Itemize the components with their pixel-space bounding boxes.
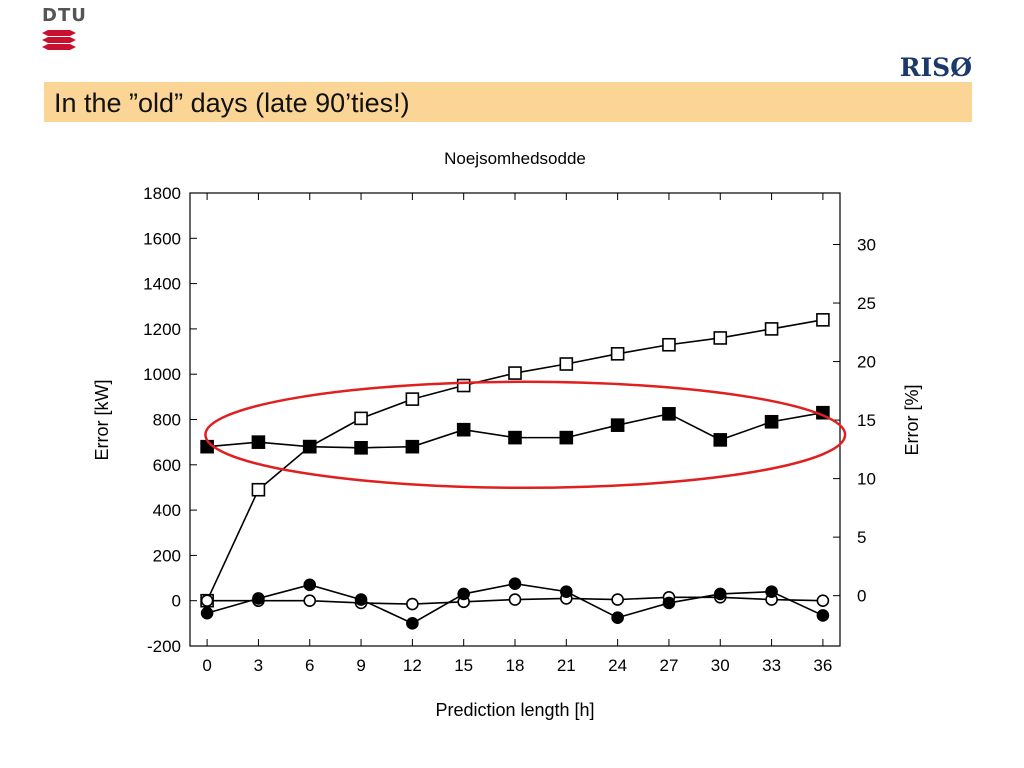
point-open-square <box>764 322 779 336</box>
dtu-waves-icon <box>42 30 76 50</box>
point-filled-circle <box>713 587 727 601</box>
dtu-logo-text: DTU <box>42 5 87 26</box>
point-filled-circle <box>303 578 317 592</box>
dtu-wave-1 <box>42 37 76 43</box>
point-filled-circle <box>200 606 214 620</box>
point-filled-square <box>610 418 625 432</box>
x-tick-label: 30 <box>711 656 730 675</box>
slide-title-bar: In the ”old” days (late 90’ties!) <box>44 82 972 122</box>
point-filled-square <box>559 430 574 445</box>
point-filled-circle <box>406 617 419 630</box>
y-right-tick-label: 15 <box>857 411 876 430</box>
x-tick-label: 27 <box>659 656 678 675</box>
point-filled-circle <box>252 592 265 605</box>
point-open-square <box>354 411 368 426</box>
y-left-tick-label: 1400 <box>143 275 181 294</box>
x-tick-label: 18 <box>506 656 525 675</box>
point-open-circle <box>508 593 522 606</box>
point-open-square <box>405 392 420 406</box>
point-open-square <box>251 482 266 497</box>
dtu-wave-0 <box>42 30 76 36</box>
x-tick-label: 24 <box>608 656 627 675</box>
y-axis-right-label: Error [%] <box>902 384 922 455</box>
y-left-tick-label: 1600 <box>143 229 181 248</box>
y-right-tick-label: 5 <box>857 528 866 547</box>
riso-logo: RISØ <box>899 53 972 82</box>
point-open-circle <box>611 593 624 606</box>
point-filled-circle <box>457 587 470 601</box>
y-left-tick-label: 800 <box>153 411 181 430</box>
point-open-circle <box>816 594 830 608</box>
y-left-tick-label: 200 <box>153 546 181 565</box>
point-filled-square <box>354 441 368 455</box>
y-left-tick-label: 400 <box>153 501 181 520</box>
y-left-tick-label: 1200 <box>143 320 181 339</box>
point-filled-circle <box>611 611 624 624</box>
y-left-tick-label: 1000 <box>143 365 181 384</box>
point-filled-square <box>251 435 266 449</box>
point-open-square <box>816 313 830 327</box>
point-filled-circle <box>508 577 522 591</box>
dtu-wave-2 <box>42 44 76 50</box>
x-tick-label: 9 <box>356 656 365 675</box>
slide-title: In the ”old” days (late 90’ties!) <box>54 88 410 118</box>
point-filled-square <box>456 422 471 437</box>
x-tick-label: 0 <box>202 656 211 675</box>
point-open-circle <box>200 594 214 608</box>
point-filled-square <box>200 439 214 454</box>
point-filled-circle <box>354 593 368 606</box>
point-open-square <box>662 337 676 352</box>
x-tick-label: 33 <box>762 656 781 675</box>
point-filled-circle <box>560 585 573 598</box>
point-filled-circle <box>662 596 676 610</box>
highlight-ellipse-shape <box>204 380 847 490</box>
point-open-circle <box>303 594 317 608</box>
y-axis-left-label: Error [kW] <box>92 380 112 461</box>
y-right-tick-label: 0 <box>857 587 866 606</box>
y-left-tick-label: 0 <box>172 592 181 611</box>
point-filled-circle <box>765 585 778 598</box>
point-filled-circle <box>816 609 830 622</box>
point-filled-square <box>713 433 728 447</box>
x-tick-label: 12 <box>403 656 422 675</box>
point-filled-square <box>764 414 779 429</box>
x-tick-label: 6 <box>305 656 314 675</box>
x-tick-label: 36 <box>813 656 832 675</box>
x-tick-label: 21 <box>557 656 576 675</box>
series-line-open-square <box>206 319 824 602</box>
y-right-tick-label: 25 <box>857 294 876 313</box>
point-filled-square <box>662 407 676 421</box>
y-right-tick-label: 20 <box>857 353 876 372</box>
y-right-tick-label: 30 <box>857 236 876 255</box>
x-axis-label: Prediction length [h] <box>435 700 594 720</box>
chart-axes: -200020040060080010001200140016001800051… <box>143 184 876 675</box>
y-left-tick-label: -200 <box>147 637 181 656</box>
point-open-square <box>713 331 728 345</box>
point-open-square <box>508 366 522 380</box>
highlight-ellipse <box>204 380 847 490</box>
y-left-tick-label: 1800 <box>143 184 181 203</box>
y-right-tick-label: 10 <box>857 470 876 489</box>
x-tick-label: 3 <box>254 656 263 675</box>
y-left-tick-label: 600 <box>153 456 181 475</box>
chart-title: Noejsomhedsodde <box>444 149 586 168</box>
point-open-square <box>610 347 625 361</box>
point-open-circle <box>406 597 419 611</box>
point-filled-square <box>405 439 420 454</box>
point-filled-square <box>508 430 522 445</box>
dtu-logo: DTU <box>42 6 86 52</box>
point-filled-square <box>302 439 317 454</box>
x-tick-label: 15 <box>454 656 473 675</box>
point-open-square <box>559 357 574 371</box>
